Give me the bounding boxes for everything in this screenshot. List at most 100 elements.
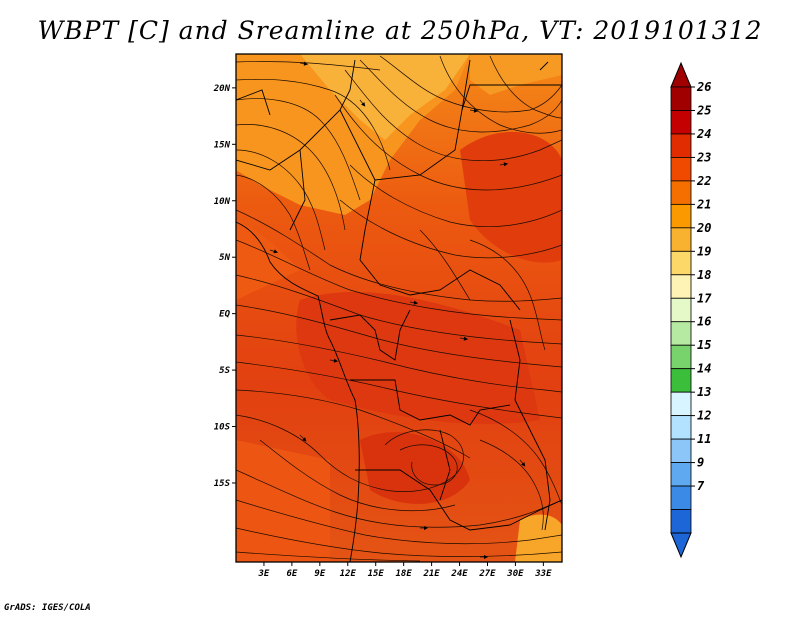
colorbar-swatch	[670, 391, 692, 417]
streamline-arrow	[469, 108, 479, 113]
colorbar-label: 18	[697, 268, 711, 282]
colorbar-swatch	[670, 180, 692, 205]
streamline	[236, 334, 562, 393]
lat-tick-label: 10N	[214, 197, 231, 207]
chart-title: WBPT [C] and Sreamline at 250hPa, VT: 20…	[37, 16, 763, 45]
wbpt-region-dark-central	[296, 291, 540, 424]
grads-credit: GrADS: IGES/COLA	[4, 603, 91, 613]
latitude-axis: 20N 15N 10N 5N EQ 5S 10S 15S	[213, 84, 236, 489]
lon-tick-label: 33E	[534, 569, 552, 579]
border	[236, 89, 271, 116]
lon-tick-label: 12E	[340, 569, 357, 579]
lon-tick-label: 30E	[506, 569, 524, 579]
lat-tick-label: EQ	[219, 310, 230, 320]
colorbar-label: 20	[696, 221, 711, 235]
colorbar-label: 26	[696, 80, 711, 94]
streamline	[236, 209, 562, 302]
lon-tick-label: 27E	[478, 569, 496, 579]
streamline	[236, 527, 562, 557]
border	[339, 109, 376, 261]
wbpt-region-mid-southwest	[236, 440, 330, 562]
streamline	[489, 55, 562, 119]
streamline	[479, 439, 544, 531]
streamline-arrow	[269, 249, 278, 254]
colorbar-swatch	[670, 86, 692, 111]
colorbar-label: 7	[697, 479, 705, 493]
wbpt-region-light-southeast	[515, 514, 562, 562]
streamline	[236, 304, 562, 368]
border	[359, 259, 521, 311]
wbpt-region-dark-south	[360, 432, 470, 504]
colorbar-swatch	[670, 133, 692, 158]
streamline	[399, 444, 458, 486]
streamline-arrow	[459, 336, 469, 341]
lon-tick-label: 6E	[286, 569, 297, 579]
coastline-west-africa	[236, 221, 360, 562]
colorbar-label: 14	[697, 362, 711, 376]
streamline	[236, 389, 471, 459]
border	[461, 84, 562, 111]
colorbar-label: 21	[696, 197, 711, 211]
streamline-arrow	[499, 162, 509, 167]
streamline	[236, 124, 346, 231]
colorbar-label: 24	[696, 127, 711, 141]
colorbar-label: 19	[697, 244, 711, 258]
colorbar-label: 9	[697, 456, 704, 470]
colorbar-top-arrow	[670, 61, 692, 88]
border	[439, 429, 451, 501]
colorbar-label: 16	[697, 315, 711, 329]
colorbar-swatch	[670, 368, 692, 393]
streamline	[339, 199, 562, 259]
lat-tick-label: 20N	[213, 84, 231, 94]
colorbar-label: 12	[697, 409, 711, 423]
streamline-arrow	[359, 99, 366, 107]
border	[355, 469, 562, 531]
wbpt-region-dark-east	[460, 131, 562, 263]
streamlines	[236, 55, 562, 562]
streamline-arrow	[299, 61, 309, 66]
map-area	[236, 54, 562, 562]
colorbar-swatch	[670, 157, 692, 182]
colorbar-swatch	[670, 438, 692, 463]
streamline	[349, 164, 562, 227]
border	[509, 319, 551, 531]
streamline-arrow	[299, 434, 307, 442]
colorbar-label: 22	[696, 174, 711, 188]
streamline	[236, 274, 562, 345]
border	[374, 59, 471, 181]
streamline-arrow	[519, 459, 526, 467]
border	[350, 379, 511, 426]
streamline	[236, 551, 421, 562]
colorbar: 26 25 24 23 22 21 20 19 18 17 16 15 14 13 12 11 9 7	[670, 61, 712, 559]
wbpt-region-mid-west	[236, 220, 300, 300]
lon-tick-label: 9E	[314, 569, 325, 579]
lat-tick-label: 15N	[214, 140, 231, 150]
map-frame	[235, 53, 563, 563]
streamline	[236, 61, 381, 71]
lat-tick-label: 5S	[219, 366, 230, 376]
lat-tick-label: 5N	[219, 253, 230, 263]
streamline	[236, 78, 391, 171]
colorbar-swatch	[670, 274, 692, 299]
streamline	[236, 414, 464, 492]
colorbar-bottom-arrow	[670, 532, 692, 559]
streamline	[236, 98, 361, 201]
streamline	[379, 55, 562, 113]
streamline	[236, 499, 562, 545]
colorbar-swatch	[670, 203, 692, 229]
border	[539, 61, 549, 71]
streamline	[469, 409, 562, 506]
streamline	[236, 361, 562, 419]
colorbar-label: 23	[696, 150, 711, 164]
streamline	[359, 59, 562, 133]
streamline	[469, 239, 546, 351]
lat-tick-label: 15S	[214, 479, 231, 489]
streamline-arrows	[269, 61, 526, 560]
lon-tick-label: 18E	[396, 569, 413, 579]
colorbar-swatch	[670, 110, 692, 135]
lon-tick-label: 3E	[258, 569, 270, 579]
colorbar-swatch	[670, 485, 692, 510]
border	[289, 149, 306, 231]
colorbar-swatch	[670, 462, 692, 487]
